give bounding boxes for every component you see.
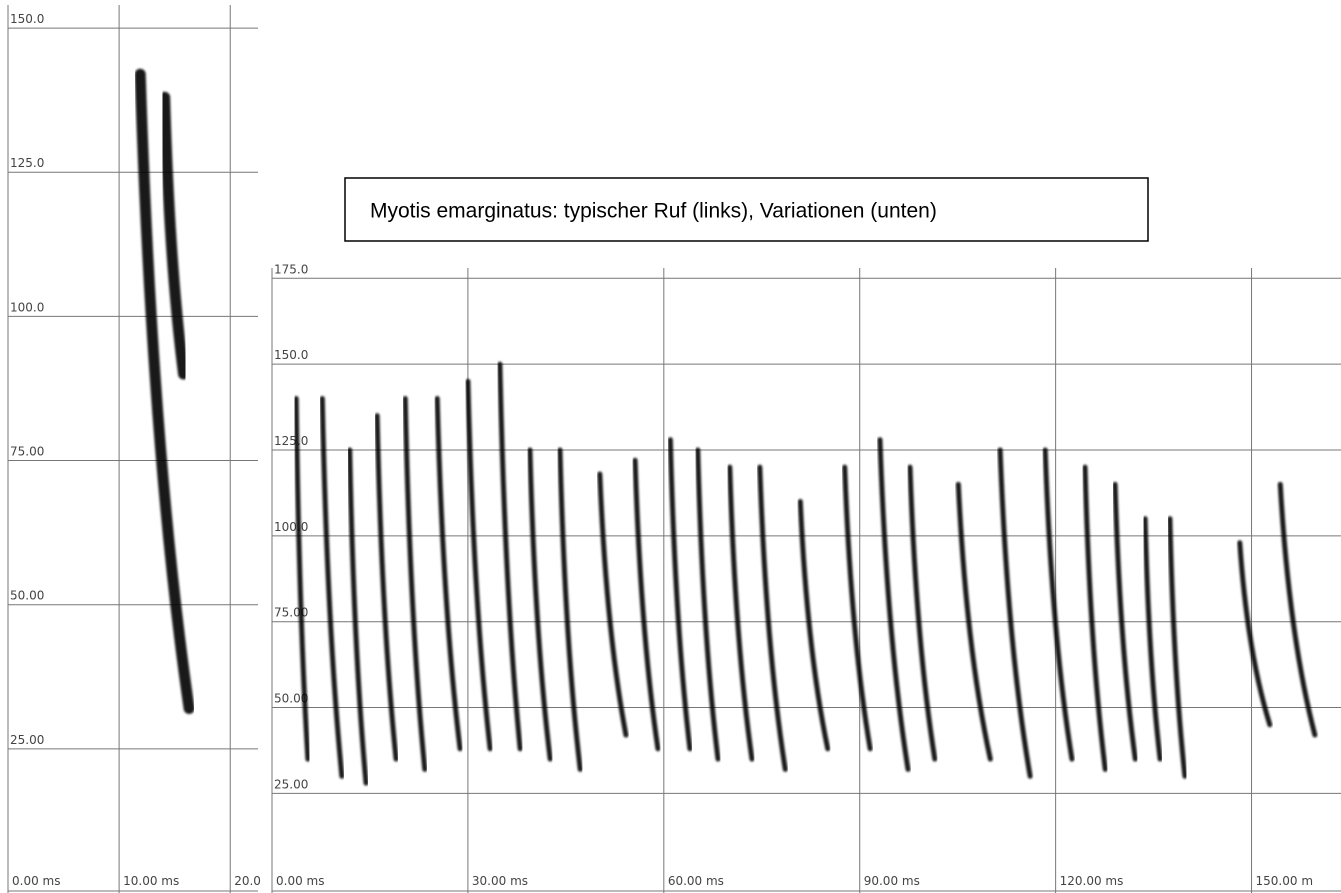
call: [557, 447, 583, 772]
y-tick-label: 150.0: [10, 12, 44, 26]
x-tick-label: 60.00 ms: [668, 874, 724, 888]
call: [402, 395, 428, 772]
y-tick-label: 100.0: [274, 520, 308, 534]
call: [877, 437, 911, 772]
call: [667, 437, 693, 752]
x-tick-label: 20.0: [234, 874, 261, 888]
call: [797, 499, 831, 752]
call: [1167, 516, 1188, 779]
call: [597, 471, 629, 738]
call: [1237, 540, 1273, 728]
call: [319, 395, 345, 779]
x-tick-label: 150.00 m: [1256, 874, 1314, 888]
call: [757, 464, 788, 772]
y-tick-label: 25.00: [274, 777, 308, 791]
y-tick-label: 50.00: [274, 692, 308, 706]
call: [1042, 447, 1075, 762]
call: [527, 447, 553, 762]
call: [695, 447, 721, 762]
spectrogram-panel: 25.00 50.00 75.00 100.0 125.0 150.0 0.00 ms 10.…: [7, 5, 261, 893]
y-tick-label: 150.0: [274, 348, 308, 362]
y-tick-label: 75.00: [10, 445, 44, 459]
call: [465, 378, 493, 752]
y-tick-label: 175.0: [274, 262, 308, 276]
y-tick-label: 50.00: [10, 589, 44, 603]
call: [997, 447, 1033, 779]
call: [907, 464, 938, 762]
call: [293, 395, 311, 762]
spectrogram-panel: 25.0050.0075.00100.0125.0150.0175.00.00 …: [271, 262, 1341, 893]
call: [842, 464, 873, 752]
call: [497, 361, 523, 752]
call: [374, 413, 399, 762]
call: [1112, 481, 1138, 762]
call: [347, 447, 369, 786]
y-tick-label: 100.0: [10, 300, 44, 314]
x-tick-label: 0.00 ms: [276, 874, 324, 888]
y-tick-label: 125.0: [10, 156, 44, 170]
y-tick-label: 125.0: [274, 434, 308, 448]
x-tick-label: 120.00 ms: [1060, 874, 1124, 888]
caption-box: [344, 177, 1149, 242]
call: [727, 464, 755, 762]
call: [434, 395, 463, 752]
call: [159, 91, 190, 380]
x-tick-label: 30.00 ms: [472, 874, 528, 888]
call: [1142, 516, 1163, 762]
call: [1082, 464, 1108, 772]
x-tick-label: 10.00 ms: [123, 874, 179, 888]
call: [955, 481, 993, 762]
caption: Myotis emarginatus: typischer Ruf (links…: [370, 200, 937, 223]
call: [632, 457, 661, 752]
x-tick-label: 0.00 ms: [12, 874, 60, 888]
call: [134, 68, 195, 714]
x-tick-label: 90.00 ms: [864, 874, 920, 888]
y-tick-label: 25.00: [10, 733, 44, 747]
call: [1277, 481, 1318, 738]
